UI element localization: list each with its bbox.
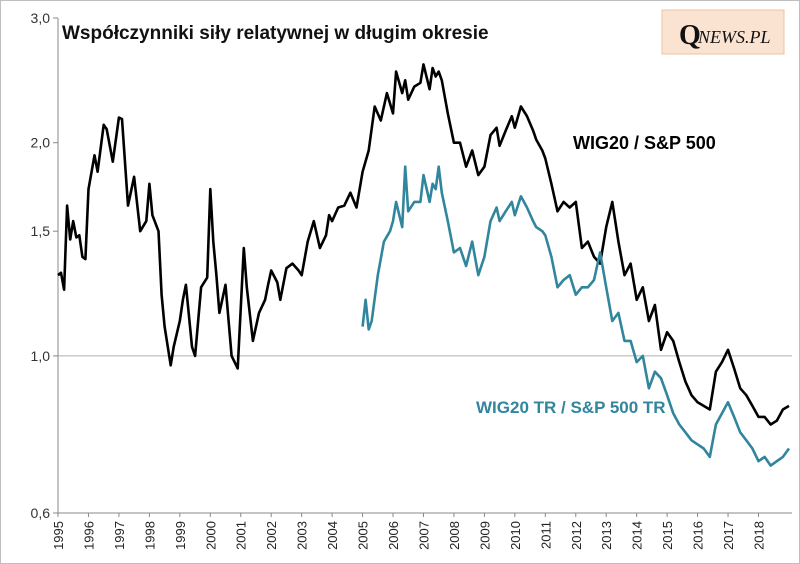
x-tick-label: 1997 <box>112 521 127 550</box>
x-tick-label: 2015 <box>660 521 675 550</box>
x-tick-label: 2018 <box>751 521 766 550</box>
y-tick-label: 1,5 <box>31 223 51 239</box>
x-tick-label: 2009 <box>477 521 492 550</box>
chart-title: Współczynniki siły relatywnej w długim o… <box>62 23 489 44</box>
series-label-wig20-sp500: WIG20 / S&P 500 <box>573 133 716 153</box>
x-tick-label: 2007 <box>416 521 431 550</box>
x-tick-label: 2013 <box>599 521 614 550</box>
logo-text: NEWS.PL <box>697 27 771 47</box>
x-tick-label: 2004 <box>325 521 340 550</box>
x-tick-label: 2008 <box>447 521 462 550</box>
x-tick-label: 1995 <box>51 521 66 550</box>
y-tick-label: 2,0 <box>31 135 51 151</box>
y-axis-ticks: 3,0 2,0 1,5 1,0 0,6 <box>31 10 58 521</box>
x-tick-label: 1998 <box>142 521 157 550</box>
series-label-wig20tr-sp500tr: WIG20 TR / S&P 500 TR <box>476 398 666 417</box>
x-tick-label: 2005 <box>356 521 371 550</box>
logo-letter-q: Q <box>679 20 701 51</box>
y-tick-label: 0,6 <box>31 505 51 521</box>
logo-background <box>661 9 785 55</box>
x-tick-label: 2014 <box>630 521 645 550</box>
series-line-wig20tr-sp500tr <box>361 165 791 467</box>
x-axis-ticks: 1995 1996 1997 1998 1999 2000 2001 2002 2003 2004… <box>51 513 766 550</box>
series-line-wig20-sp500 <box>57 63 790 426</box>
x-tick-label: 2003 <box>295 521 310 550</box>
x-tick-label: 1999 <box>173 521 188 550</box>
x-tick-label: 2006 <box>386 521 401 550</box>
qnews-logo: Q NEWS.PL <box>661 9 785 55</box>
x-tick-label: 2002 <box>264 521 279 550</box>
x-tick-label: 2017 <box>721 521 736 550</box>
y-tick-label: 1,0 <box>31 348 51 364</box>
y-tick-label: 3,0 <box>31 10 51 26</box>
x-tick-label: 2000 <box>203 521 218 550</box>
x-tick-label: 2010 <box>508 521 523 550</box>
x-tick-label: 1996 <box>81 521 96 550</box>
x-tick-label: 2012 <box>569 521 584 550</box>
x-tick-label: 2016 <box>691 521 706 550</box>
x-tick-label: 2001 <box>234 521 249 550</box>
x-tick-label: 2011 <box>538 521 553 549</box>
